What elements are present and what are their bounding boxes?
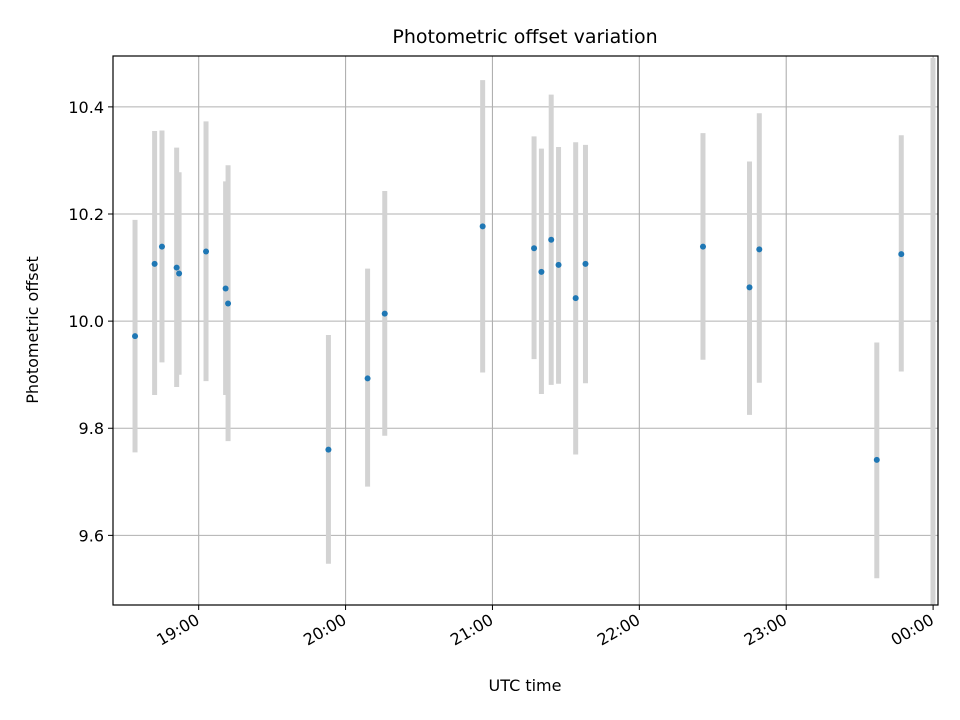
data-point [151,260,158,267]
data-point [173,264,180,271]
y-tick-label: 10.2 [68,205,104,224]
data-point [756,246,763,253]
chart-title: Photometric offset variation [392,26,657,48]
data-point [176,270,183,277]
data-point [699,243,706,250]
data-point [572,295,579,302]
data-point [746,284,753,291]
data-point [325,446,332,453]
data-point [132,333,139,340]
data-point [531,245,538,252]
data-point [225,300,232,307]
y-tick-label: 9.6 [79,526,104,545]
data-point [203,248,210,255]
plot-frame [112,55,939,606]
y-tick-label: 10.4 [68,98,104,117]
data-point [158,243,165,250]
data-point [582,260,589,267]
data-point [381,310,388,317]
data-point [479,223,486,230]
data-point [548,236,555,243]
data-point [898,251,905,258]
x-axis-label: UTC time [489,676,562,695]
y-tick-label: 9.8 [79,419,104,438]
y-axis-ticks: 9.6 9.8 10.0 10.2 10.4 [68,98,113,545]
data-point [538,268,545,275]
y-tick-label: 10.0 [68,312,104,331]
data-point [364,375,371,382]
data-point [555,261,562,268]
data-point [873,456,880,463]
y-axis-label: Photometric offset [23,256,42,404]
data-markers [132,223,905,463]
data-point [222,285,229,292]
